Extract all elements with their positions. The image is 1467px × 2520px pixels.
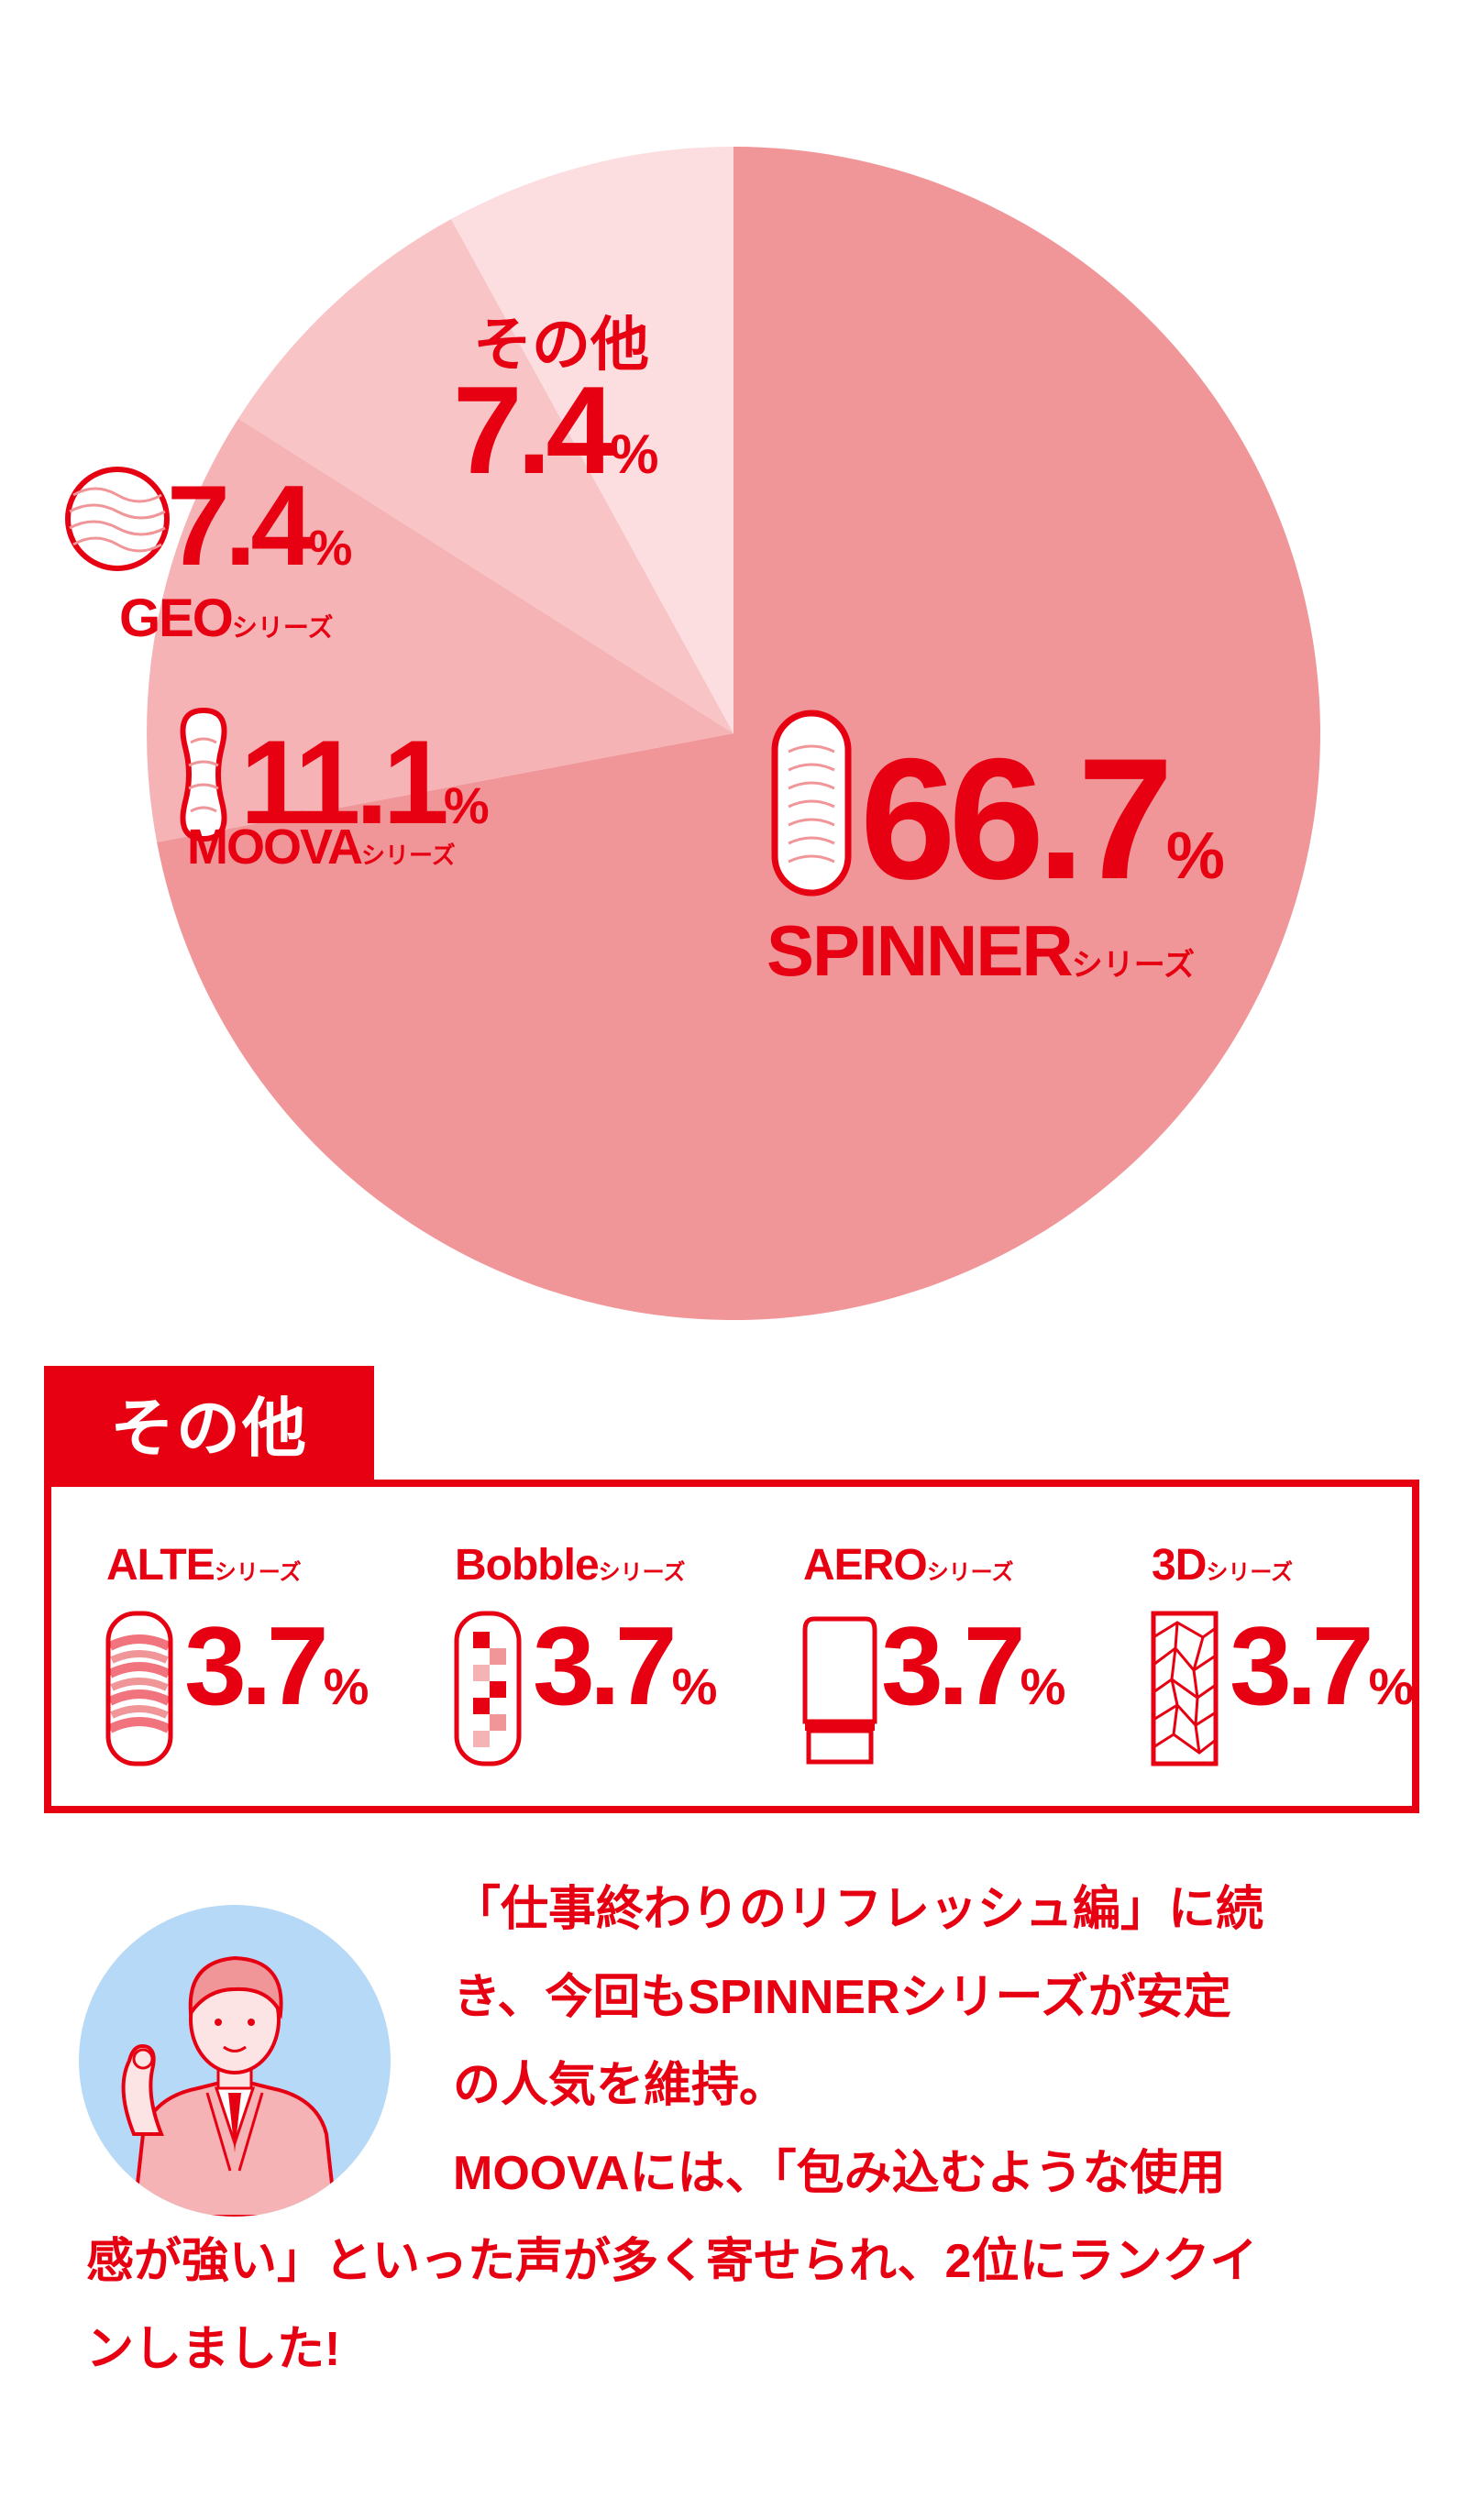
other-breakdown-box: ALTEシリーズ 3.7% Bobbleシリーズ 3.7% AEROシリーズ <box>44 1480 1419 1813</box>
other-item-name: 3D <box>1152 1541 1207 1590</box>
moova-icon <box>180 707 227 842</box>
comment-line-3: の人気を維持。 <box>453 2059 788 2112</box>
other-item-suffix: シリーズ <box>926 1560 1014 1585</box>
other-section-title: その他 <box>44 1366 374 1480</box>
bobble-icon <box>454 1611 522 1766</box>
other-item-suffix: シリーズ <box>598 1560 686 1585</box>
spinner-name: SPINNERシリーズ <box>767 910 1195 991</box>
other-item-name: AERO <box>803 1541 928 1590</box>
other-item-unit: % <box>323 1657 370 1715</box>
other-item-value: 3.7 <box>1230 1603 1374 1728</box>
other-item-name: Bobble <box>455 1541 600 1590</box>
spinner-percent: 66.7% <box>860 722 1225 915</box>
geo-icon <box>65 467 170 571</box>
other-item-name: ALTE <box>106 1541 215 1590</box>
geo-percent: 7.4% <box>167 463 352 589</box>
pie-slice-1 <box>146 418 734 842</box>
spinner-icon <box>771 710 852 897</box>
slice-label-other: その他 7.4% <box>453 312 658 500</box>
comment-line-6: ンしました! <box>86 2323 341 2376</box>
other-item-value: 3.7 <box>533 1603 678 1728</box>
comment-line-4: MOOVAには、「包み込むような使用 <box>453 2147 1226 2200</box>
other-item-suffix: シリーズ <box>1206 1560 1294 1585</box>
pie-slices <box>146 147 1320 1320</box>
other-item-suffix: シリーズ <box>214 1560 302 1585</box>
other-name: その他 <box>473 312 649 378</box>
other-item-bobble: Bobbleシリーズ 3.7% <box>400 1540 730 1778</box>
other-item-unit: % <box>671 1657 718 1715</box>
pie-slice-0 <box>157 147 1320 1320</box>
slice-label-spinner: 66.7% SPINNERシリーズ <box>767 710 1225 991</box>
comment-line-5: 感が強い」といった声が多く寄せられ、2位にランクイ <box>86 2235 1258 2288</box>
other-item-3d: 3Dシリーズ 3.7% <box>1097 1540 1427 1778</box>
other-percent: 7.4% <box>453 360 658 500</box>
other-item-aero: AEROシリーズ 3.7% <box>748 1540 1078 1778</box>
slice-label-moova: 11.1% MOOVAシリーズ <box>180 707 490 875</box>
other-item-unit: % <box>1368 1657 1415 1715</box>
pie-slice-3 <box>450 147 734 733</box>
other-item-value: 3.7 <box>184 1603 329 1728</box>
pie-slice-2 <box>238 218 734 733</box>
alte-icon <box>105 1611 173 1766</box>
comment-line-2: き、今回もSPINNERシリーズが安定 <box>453 1971 1231 2024</box>
other-item-value: 3.7 <box>881 1603 1026 1728</box>
slice-label-geo: 7.4% GEOシリーズ <box>65 463 352 648</box>
other-item-alte: ALTEシリーズ 3.7% <box>51 1540 381 1778</box>
moova-percent: 11.1% <box>240 715 490 849</box>
comment-line-1: 「仕事終わりのリフレッシュ編」に続 <box>453 1883 1264 1936</box>
other-item-unit: % <box>1020 1657 1066 1715</box>
businessman-avatar-icon <box>79 1905 391 2217</box>
3d-icon <box>1151 1611 1219 1766</box>
moova-name: MOOVAシリーズ <box>187 820 456 875</box>
geo-name: GEOシリーズ <box>119 589 334 648</box>
aero-icon <box>802 1616 877 1765</box>
pie-chart: 66.7% SPINNERシリーズ 11.1% MOOVAシリーズ 7.4% G… <box>65 147 1320 1320</box>
